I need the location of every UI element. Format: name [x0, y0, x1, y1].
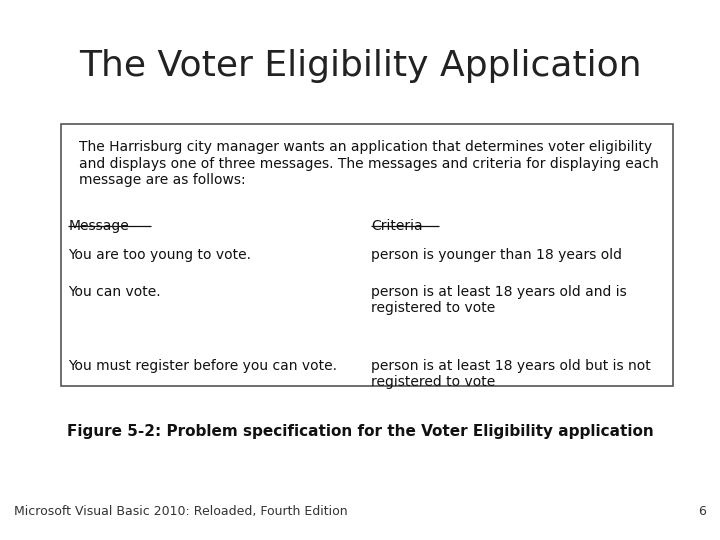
- Text: You can vote.: You can vote.: [68, 285, 161, 299]
- Text: Criteria: Criteria: [371, 219, 423, 233]
- FancyBboxPatch shape: [61, 124, 673, 386]
- Text: Message: Message: [68, 219, 129, 233]
- Text: Microsoft Visual Basic 2010: Reloaded, Fourth Edition: Microsoft Visual Basic 2010: Reloaded, F…: [14, 505, 348, 518]
- Text: person is at least 18 years old but is not
registered to vote: person is at least 18 years old but is n…: [371, 359, 651, 389]
- Text: The Voter Eligibility Application: The Voter Eligibility Application: [78, 49, 642, 83]
- Text: You must register before you can vote.: You must register before you can vote.: [68, 359, 338, 373]
- Text: The Harrisburg city manager wants an application that determines voter eligibili: The Harrisburg city manager wants an app…: [79, 140, 659, 187]
- Text: Figure 5-2: Problem specification for the Voter Eligibility application: Figure 5-2: Problem specification for th…: [67, 424, 653, 439]
- Text: person is younger than 18 years old: person is younger than 18 years old: [371, 248, 622, 262]
- Text: You are too young to vote.: You are too young to vote.: [68, 248, 251, 262]
- Text: 6: 6: [698, 505, 706, 518]
- Text: person is at least 18 years old and is
registered to vote: person is at least 18 years old and is r…: [371, 285, 626, 315]
